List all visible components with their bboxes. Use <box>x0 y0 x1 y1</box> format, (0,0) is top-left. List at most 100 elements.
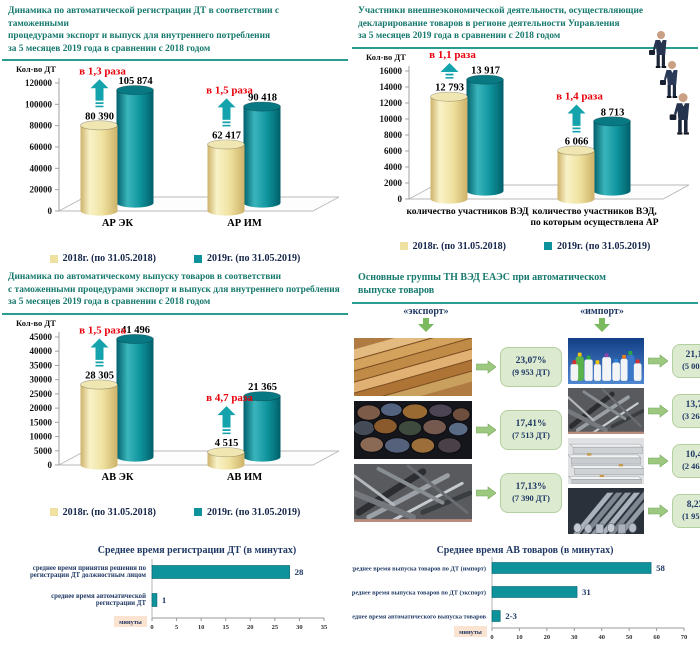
svg-text:6000: 6000 <box>384 146 403 156</box>
svg-text:28: 28 <box>295 567 304 577</box>
arrow-right-icon <box>648 454 668 468</box>
svg-text:70: 70 <box>681 634 688 641</box>
svg-text:31: 31 <box>582 587 591 597</box>
svg-text:количество участников ВЭД,: количество участников ВЭД, <box>532 207 657 217</box>
svg-text:12000: 12000 <box>380 98 403 108</box>
percent-box: 13,77%(3 264 ДТ) <box>672 393 700 428</box>
arrow-right-icon <box>648 504 668 518</box>
svg-text:количество участников ВЭД: количество участников ВЭД <box>406 207 529 217</box>
svg-text:105 874: 105 874 <box>118 76 153 87</box>
section-title: Основные группы ТН ВЭД ЕАЭС при автомати… <box>352 268 698 304</box>
legend: 2018г. (по 31.05.2018) 2019г. (по 31.05.… <box>2 507 348 518</box>
svg-text:среднее время выпуска товаров: среднее время выпуска товаров по ДТ (имп… <box>352 565 486 572</box>
reg-time-chart: 0 5 10 15 20 25 30 35 28 среднее время принятия р… <box>30 559 328 631</box>
svg-text:0: 0 <box>490 634 493 641</box>
legend-2019-swatch <box>194 255 202 264</box>
av-time-chart: 0 10 20 30 40 50 60 70 58 среднее время выпуска т… <box>346 557 688 641</box>
svg-text:58: 58 <box>656 563 665 573</box>
legend-2018-swatch <box>399 242 408 251</box>
svg-text:8 713: 8 713 <box>601 107 625 118</box>
svg-text:в 1,5 раза: в 1,5 раза <box>206 85 253 97</box>
svg-text:1: 1 <box>162 595 166 605</box>
svg-text:15: 15 <box>222 624 229 631</box>
svg-text:Кол-во ДТ: Кол-во ДТ <box>16 318 56 328</box>
svg-text:в 1,4 раза: в 1,4 раза <box>556 90 603 102</box>
svg-text:40000: 40000 <box>30 346 53 356</box>
legend-2019-swatch <box>544 242 552 251</box>
arrow-right-icon <box>476 486 496 500</box>
svg-text:10: 10 <box>516 634 523 641</box>
svg-text:10: 10 <box>198 624 205 631</box>
arrow-right-icon <box>648 354 668 368</box>
svg-text:25: 25 <box>272 624 279 631</box>
svg-text:4 515: 4 515 <box>215 438 239 449</box>
aluminum-sheets-image <box>568 437 644 484</box>
svg-text:4000: 4000 <box>384 162 403 172</box>
goods-headers: «экспорт» «импорт» <box>352 306 698 338</box>
legend-2018: 2018г. (по 31.05.2018) <box>399 241 506 252</box>
svg-text:20: 20 <box>247 624 254 631</box>
goods-row: 23,07% (9 953 ДТ) <box>354 337 562 396</box>
svg-text:80000: 80000 <box>30 121 53 131</box>
svg-text:6 066: 6 066 <box>565 136 589 147</box>
svg-text:регистрации ДТ: регистрации ДТ <box>96 600 147 607</box>
svg-text:40000: 40000 <box>30 164 53 174</box>
svg-text:35000: 35000 <box>30 360 53 370</box>
percent-box: 21,12%(5 007 ДТ) <box>672 343 700 378</box>
chart-title: Динамика по автоматическому выпуску това… <box>2 268 348 315</box>
percent-box: 23,07% (9 953 ДТ) <box>500 346 562 387</box>
svg-text:25000: 25000 <box>30 389 53 399</box>
goods-grid: 23,07% (9 953 ДТ) 17,41% (7 513 ДТ) 17,13%… <box>352 337 700 538</box>
svg-text:АР ЭК: АР ЭК <box>102 218 134 229</box>
panel-av-time: Среднее время АВ товаров (в минутах) 0 10… <box>346 540 698 652</box>
svg-text:28 305: 28 305 <box>85 370 114 381</box>
svg-text:0: 0 <box>48 206 53 216</box>
percent-box: 17,13% (7 390 ДТ) <box>500 472 562 513</box>
steel-bars-image <box>568 487 644 534</box>
svg-text:100000: 100000 <box>25 100 53 110</box>
svg-text:50: 50 <box>626 634 633 641</box>
svg-text:20000: 20000 <box>30 185 53 195</box>
svg-text:35: 35 <box>321 624 328 631</box>
legend-2019: 2019г. (по 31.05.2019) <box>194 507 300 518</box>
svg-text:среднее время принятия решения: среднее время принятия решения по <box>33 565 147 572</box>
svg-text:минуты: минуты <box>459 629 482 636</box>
svg-text:30: 30 <box>571 634 578 641</box>
import-header: «импорт» <box>544 306 660 332</box>
arrow-down-icon <box>594 317 610 332</box>
export-header: «экспорт» <box>368 306 484 332</box>
legend-2018-swatch <box>49 255 58 264</box>
businessman-icon <box>649 31 690 135</box>
export-column: 23,07% (9 953 ДТ) 17,41% (7 513 ДТ) 17,13%… <box>354 337 562 538</box>
svg-text:16000: 16000 <box>380 66 403 76</box>
svg-text:20000: 20000 <box>30 403 53 413</box>
svg-text:10000: 10000 <box>380 114 403 124</box>
arrow-down-icon <box>418 317 434 332</box>
goods-row: 17,13% (7 390 ДТ) <box>354 463 562 522</box>
goods-row: 10,40%(2 465 ДТ) <box>568 437 700 484</box>
legend-2018: 2018г. (по 31.05.2018) <box>49 253 156 264</box>
svg-text:регистрации ДТ должностным лиц: регистрации ДТ должностным лицом <box>30 572 146 579</box>
svg-text:40: 40 <box>598 634 605 641</box>
percent-box: 8,23 %(1 951 ДТ) <box>672 493 700 528</box>
svg-text:80 390: 80 390 <box>85 112 114 123</box>
chart-title: Динамика по автоматической регистрации Д… <box>2 2 348 62</box>
svg-text:минуты: минуты <box>119 619 142 626</box>
legend-2018: 2018г. (по 31.05.2018) <box>49 507 156 518</box>
svg-text:0: 0 <box>150 624 153 631</box>
svg-text:2-3: 2-3 <box>505 611 517 621</box>
svg-text:5000: 5000 <box>34 446 53 456</box>
ar-registration-chart: Кол-во ДТ 0 20000 40000 60000 80000 100000 1200… <box>16 64 340 229</box>
svg-text:Кол-во ДТ: Кол-во ДТ <box>16 64 56 74</box>
panel-ar-registration: Динамика по автоматической регистрации Д… <box>2 2 348 266</box>
svg-text:90 418: 90 418 <box>248 93 277 104</box>
import-column: 21,12%(5 007 ДТ) 13,77%(3 264 ДТ) 10,40%… <box>568 337 700 538</box>
chart-title: Среднее время регистрации ДТ (в минутах) <box>97 545 297 556</box>
av-release-chart: Кол-во ДТ 0 5000 10000 15000 20000 25000 30000 3… <box>16 318 340 483</box>
lumber-image <box>354 337 472 396</box>
chart-title: Участники внешнеэкономической деятельнос… <box>352 2 698 49</box>
plastic-bottles-image <box>568 337 644 384</box>
svg-text:среднее время автоматической: среднее время автоматической <box>51 593 146 600</box>
svg-text:30: 30 <box>296 624 303 631</box>
